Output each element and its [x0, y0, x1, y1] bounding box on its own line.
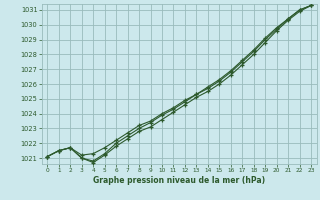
X-axis label: Graphe pression niveau de la mer (hPa): Graphe pression niveau de la mer (hPa) [93, 176, 265, 185]
